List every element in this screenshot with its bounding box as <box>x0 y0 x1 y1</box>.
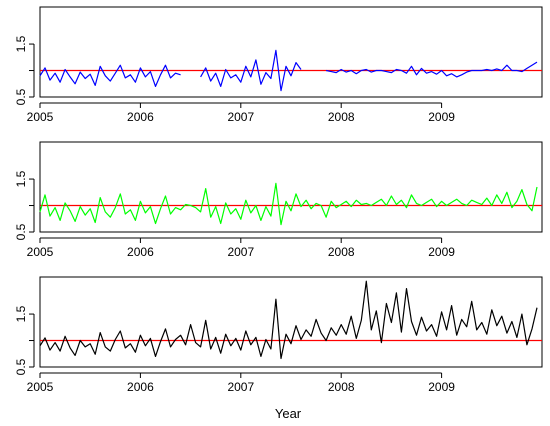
x-tick-label: 2006 <box>127 380 154 394</box>
x-tick-label: 2009 <box>428 110 455 124</box>
series-line-1 <box>39 49 538 92</box>
plot-frame <box>39 141 543 233</box>
x-tick-label: 2007 <box>227 380 254 394</box>
y-tick-label: 0.5 <box>14 358 28 375</box>
y-tick-label: 0.5 <box>14 88 28 105</box>
x-tick-label: 2009 <box>428 245 455 259</box>
x-tick-label: 2005 <box>27 110 54 124</box>
y-tick-label: 1.5 <box>14 305 28 322</box>
x-tick-label: 2007 <box>227 110 254 124</box>
panel-2: 2005 2006 2007 2008 2009 0.5 1.5 <box>14 141 543 259</box>
x-tick-label: 2008 <box>328 380 355 394</box>
plot-frame <box>39 276 543 368</box>
y-tick-label: 1.5 <box>14 35 28 52</box>
x-tick-label: 2008 <box>328 110 355 124</box>
panel-1: 2005 2006 2007 2008 2009 0.5 1.5 <box>14 6 543 124</box>
x-axis-title: Year <box>275 406 302 421</box>
x-tick-label: 2005 <box>27 245 54 259</box>
x-tick-label: 2007 <box>227 245 254 259</box>
plot-frame <box>39 6 543 98</box>
y-tick-label: 0.5 <box>14 223 28 240</box>
x-tick-label: 2006 <box>127 110 154 124</box>
x-tick-label: 2009 <box>428 380 455 394</box>
y-tick-label: 1.5 <box>14 170 28 187</box>
x-tick-label: 2005 <box>27 380 54 394</box>
x-tick-label: 2008 <box>328 245 355 259</box>
x-tick-label: 2006 <box>127 245 154 259</box>
panel-3: 2005 2006 2007 2008 2009 0.5 1.5 <box>14 276 543 394</box>
series-line-1 <box>39 182 538 226</box>
series-line-1 <box>39 280 538 360</box>
